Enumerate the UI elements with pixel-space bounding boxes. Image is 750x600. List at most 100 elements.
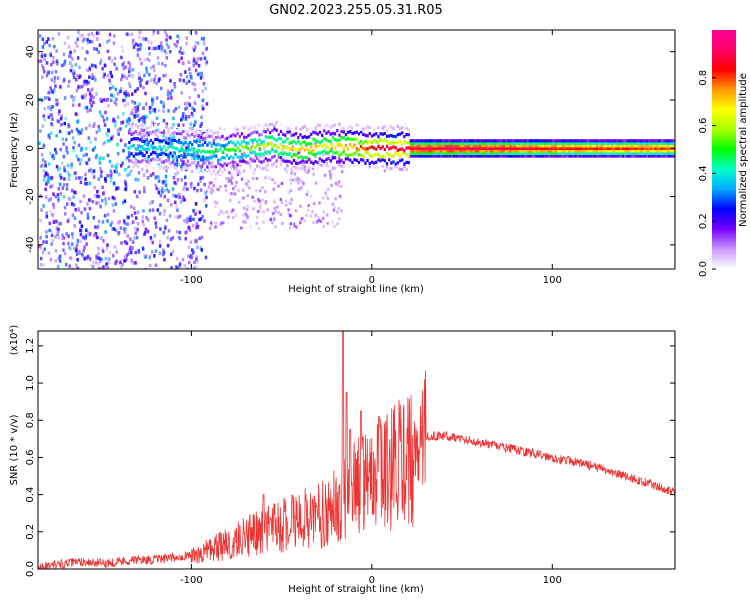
ridge-cell <box>269 164 272 168</box>
noise-cell <box>306 170 310 174</box>
ridge-cell <box>570 144 573 148</box>
ridge-cell <box>331 124 335 128</box>
noise-cell <box>68 50 72 55</box>
noise-cell <box>120 164 123 168</box>
noise-cell <box>71 232 74 236</box>
ridge-cell <box>201 162 205 166</box>
ridge-cell <box>338 163 341 167</box>
noise-cell <box>72 98 75 103</box>
noise-cell <box>162 181 165 185</box>
ridge-cell <box>132 125 135 129</box>
noise-cell <box>119 138 123 143</box>
ridge-cell <box>470 144 473 148</box>
noise-cell <box>245 213 248 217</box>
ridge-cell <box>405 133 408 137</box>
ridge-cell <box>375 165 378 169</box>
ridge-cell <box>308 166 311 170</box>
noise-cell <box>174 155 177 159</box>
noise-cell <box>49 53 52 58</box>
y-tick-label: 40 <box>25 45 36 58</box>
noise-cell <box>128 118 131 122</box>
ridge-cell <box>472 154 475 158</box>
ridge-cell <box>647 151 651 156</box>
noise-cell <box>160 41 163 45</box>
noise-cell <box>132 206 136 211</box>
noise-cell <box>148 106 152 110</box>
noise-cell <box>185 75 189 79</box>
ridge-cell <box>531 144 534 148</box>
ridge-cell <box>201 143 205 147</box>
ridge-cell <box>539 139 542 143</box>
ridge-cell <box>323 149 326 153</box>
ridge-cell <box>158 153 161 157</box>
ridge-cell <box>494 149 497 153</box>
ridge-cell <box>459 149 462 153</box>
ridge-cell <box>658 149 662 153</box>
ridge-cell <box>381 132 384 136</box>
ridge-cell <box>416 141 419 145</box>
ridge-cell <box>134 163 137 167</box>
ridge-cell <box>342 164 345 168</box>
noise-cell <box>194 202 198 206</box>
noise-cell <box>78 103 81 107</box>
ridge-cell <box>253 146 257 150</box>
ridge-cell <box>578 146 581 150</box>
noise-cell <box>92 100 95 105</box>
noise-cell <box>289 178 292 182</box>
noise-cell <box>292 224 296 228</box>
noise-cell <box>79 131 83 135</box>
ridge-cell <box>598 151 601 156</box>
y-tick-label: -40 <box>25 237 36 253</box>
ridge-cell <box>197 155 200 159</box>
noise-cell <box>200 37 204 41</box>
ridge-cell <box>513 141 516 145</box>
noise-cell <box>149 173 153 178</box>
noise-cell <box>198 210 202 215</box>
ridge-cell <box>494 139 497 143</box>
ridge-cell <box>641 144 644 148</box>
noise-cell <box>49 107 53 112</box>
noise-cell <box>300 185 303 189</box>
noise-cell <box>322 210 325 214</box>
noise-cell <box>184 102 187 106</box>
noise-cell <box>76 258 79 262</box>
noise-cell <box>148 46 151 50</box>
noise-cell <box>48 97 51 101</box>
ridge-cell <box>398 132 402 136</box>
ridge-cell <box>619 141 623 145</box>
ridge-cell <box>173 146 176 150</box>
ridge-cell <box>420 146 423 150</box>
noise-cell <box>194 238 197 242</box>
noise-cell <box>110 74 114 79</box>
ridge-cell <box>132 131 135 135</box>
noise-cell <box>155 175 158 179</box>
ridge-cell <box>535 151 538 156</box>
noise-cell <box>287 153 291 157</box>
noise-cell <box>330 155 333 159</box>
noise-cell <box>49 210 52 214</box>
noise-cell <box>187 254 190 258</box>
ridge-cell <box>295 126 298 130</box>
noise-cell <box>151 96 154 101</box>
ridge-cell <box>580 149 584 153</box>
ridge-cell <box>455 154 458 158</box>
ridge-cell <box>188 153 192 157</box>
noise-cell <box>251 195 255 199</box>
ridge-cell <box>154 166 157 170</box>
ridge-cell <box>305 169 309 173</box>
ridge-cell <box>554 146 558 150</box>
ridge-cell <box>613 149 616 153</box>
ridge-cell <box>381 126 384 130</box>
ridge-cell <box>609 139 612 143</box>
ridge-cell <box>292 152 296 157</box>
ridge-cell <box>429 154 432 158</box>
ridge-cell <box>292 133 296 137</box>
ridge-cell <box>364 151 367 155</box>
ridge-cell <box>665 144 668 148</box>
ridge-cell <box>297 168 300 172</box>
snr-line <box>38 331 675 569</box>
ridge-cell <box>563 149 566 153</box>
ridge-cell <box>444 144 447 148</box>
ridge-cell <box>416 144 419 148</box>
noise-cell <box>59 166 62 171</box>
